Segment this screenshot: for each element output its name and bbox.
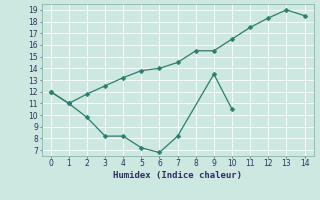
X-axis label: Humidex (Indice chaleur): Humidex (Indice chaleur)	[113, 171, 242, 180]
